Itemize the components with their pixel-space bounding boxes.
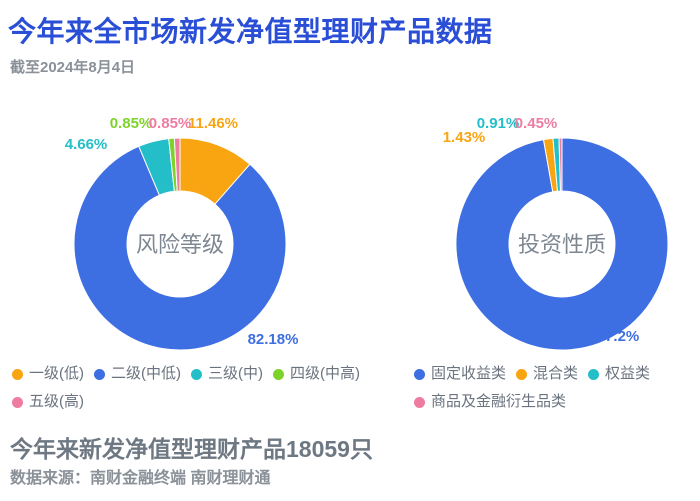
slice-percent-label: 11.46% <box>188 115 238 132</box>
legend-dot-icon <box>12 368 23 380</box>
legend-item-商品及金融衍生品类: 商品及金融衍生品类 <box>414 392 566 412</box>
legend-item-五级(高): 五级(高) <box>12 392 84 412</box>
legend-label: 五级(高) <box>29 393 84 410</box>
slice-percent-label: 0.85% <box>110 115 153 132</box>
slice-percent-label: 0.91% <box>477 115 520 132</box>
legend-label: 混合类 <box>533 365 579 382</box>
slice-percent-label: 0.85% <box>149 115 192 132</box>
legend-dot-icon <box>516 368 528 380</box>
legend-item-一级(低): 一级(低) <box>12 364 84 384</box>
legend-dot-icon <box>414 396 425 408</box>
legend-label: 权益类 <box>605 365 651 382</box>
slice-percent-label: 1.43% <box>443 129 486 146</box>
legend-dot-icon <box>12 396 23 408</box>
legend-dot-icon <box>588 368 600 380</box>
donut-slice-二级(中低) <box>73 145 287 351</box>
legend-item-混合类: 混合类 <box>516 364 578 384</box>
donut-slice-固定收益类 <box>455 137 669 351</box>
investment-nature-legend: 固定收益类 混合类 权益类商品及金融衍生品类 <box>414 364 690 412</box>
legend-dot-icon <box>273 368 284 380</box>
slice-percent-label: 0.45% <box>515 115 558 132</box>
investment-nature-donut-chart: 97.2% 1.43%0.91%0.45% 投资性质 <box>443 115 669 351</box>
legend-label: 固定收益类 <box>431 365 507 382</box>
risk-level-legend: 一级(低) 二级(中低) 三级(中) 四级(中高) 五级(高) <box>12 364 404 412</box>
donut-center-title: 投资性质 <box>518 232 606 257</box>
legend-dot-icon <box>414 368 425 380</box>
legend-label: 二级(中低) <box>111 365 181 382</box>
legend-label: 一级(低) <box>29 365 84 382</box>
summary-text: 今年来新发净值型理财产品18059只 <box>10 436 373 462</box>
legend-dot-icon <box>94 368 105 380</box>
slice-percent-label: 82.18% <box>248 331 299 348</box>
legend-label: 商品及金融衍生品类 <box>431 393 567 410</box>
legend-item-权益类: 权益类 <box>588 364 650 384</box>
risk-level-donut-chart: 11.46%82.18%4.66%0.85%0.85%风险等级 <box>65 115 299 351</box>
legend-item-四级(中高): 四级(中高) <box>273 364 360 384</box>
legend-label: 四级(中高) <box>290 365 360 382</box>
donut-slice-商品及金融衍生品类 <box>558 137 563 192</box>
slice-percent-label: 97.2% <box>597 328 640 345</box>
donut-center-title: 风险等级 <box>136 232 224 257</box>
data-source-text: 数据来源：南财金融终端 南财理财通 <box>10 470 271 487</box>
donut-slice-五级(高) <box>173 137 181 192</box>
page-title: 今年来全市场新发净值型理财产品数据 <box>8 16 493 47</box>
legend-item-固定收益类: 固定收益类 <box>414 364 506 384</box>
legend-dot-icon <box>191 368 202 380</box>
legend-item-三级(中): 三级(中) <box>191 364 263 384</box>
legend-label: 三级(中) <box>208 365 263 382</box>
slice-percent-label: 4.66% <box>65 136 108 153</box>
page-subtitle: 截至2024年8月4日 <box>10 59 136 76</box>
legend-item-二级(中低): 二级(中低) <box>94 364 181 384</box>
